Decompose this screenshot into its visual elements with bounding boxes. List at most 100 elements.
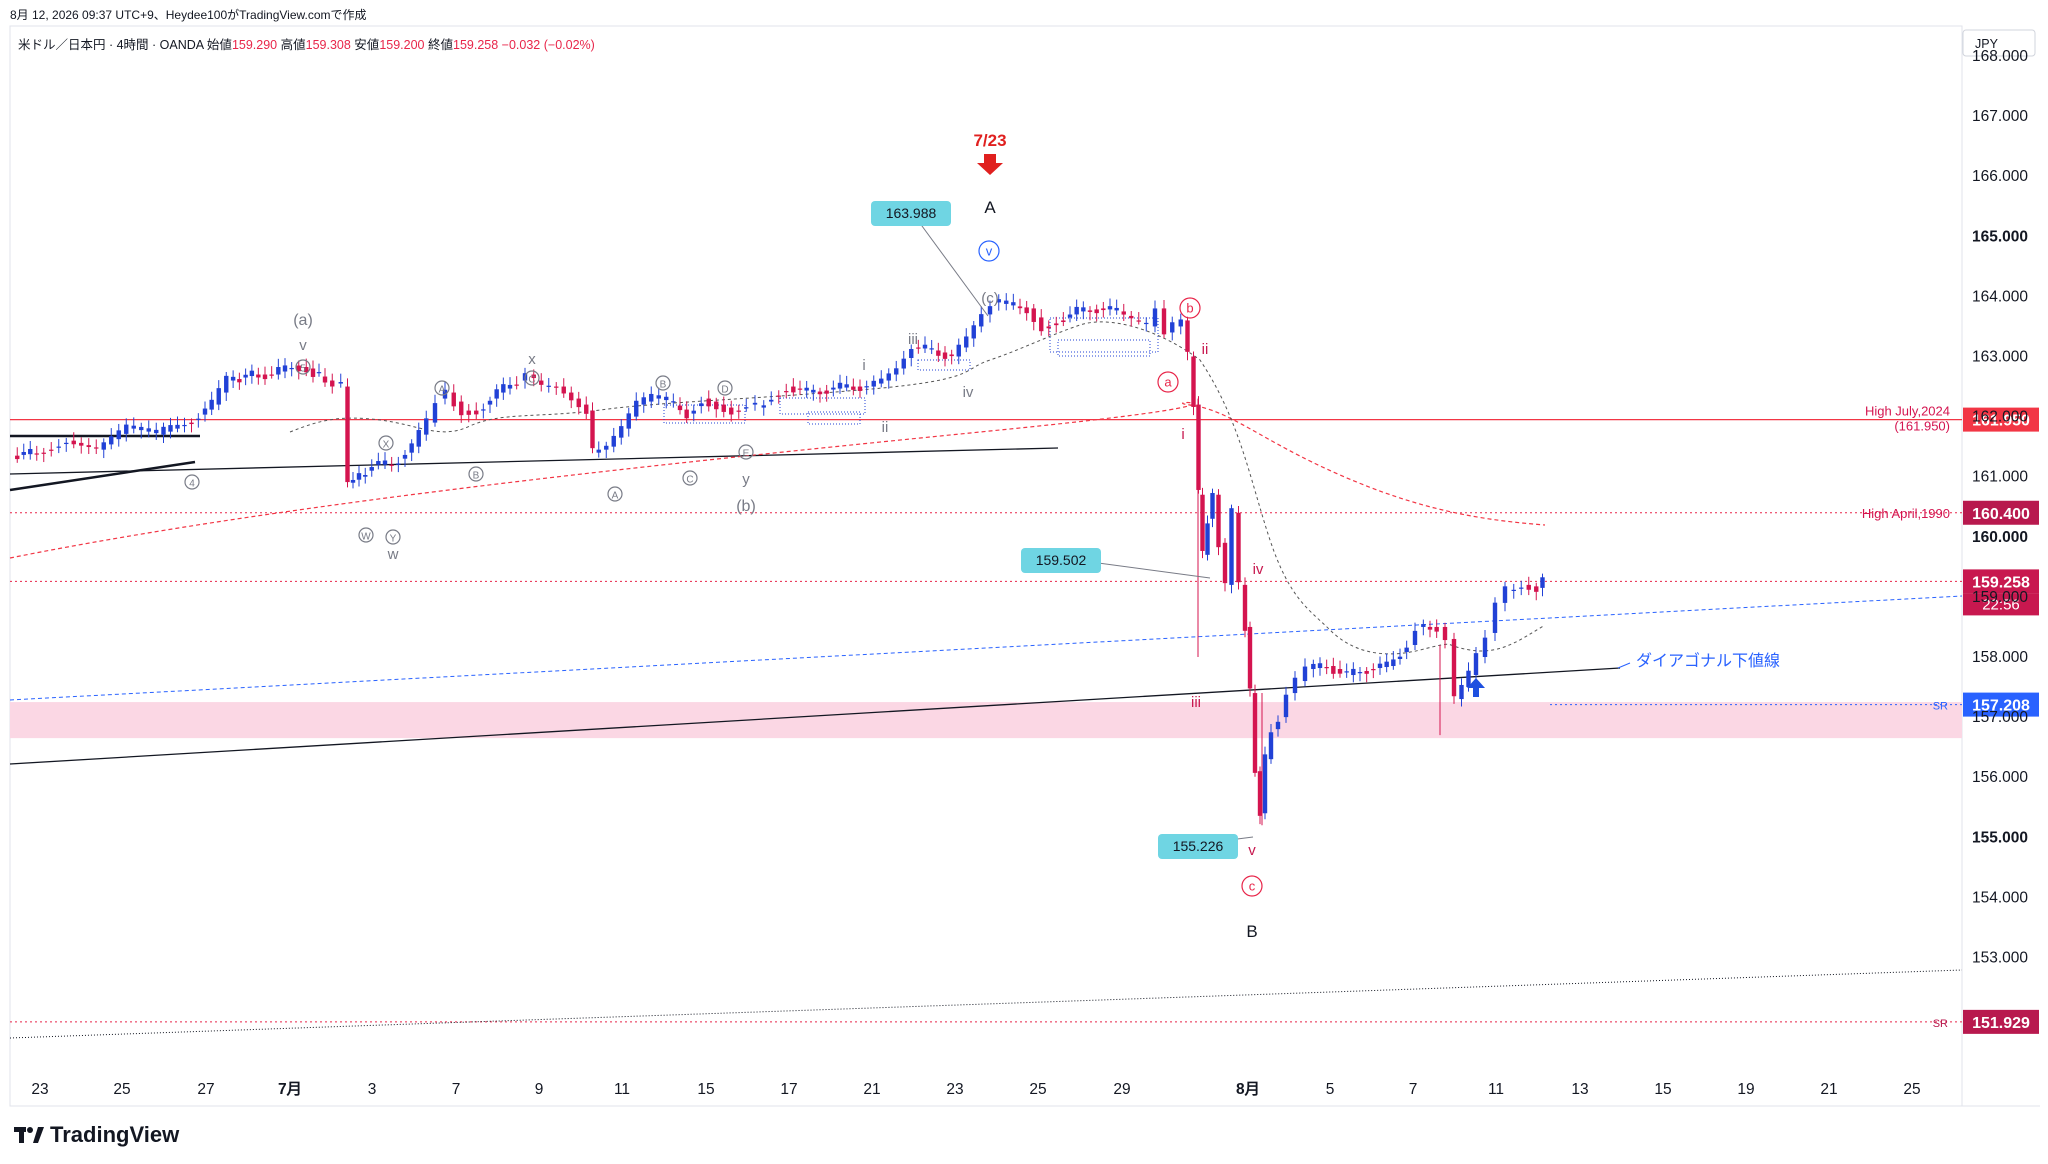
price-tag: 160.400: [1963, 500, 2039, 525]
wave-circle-W-ring: [358, 527, 374, 543]
sr-prefix: SR: [1933, 1018, 1948, 1030]
candle-body: [987, 306, 993, 315]
chart-pane-border: [9, 25, 1963, 1107]
candle-body: [1136, 320, 1141, 322]
x-tick-label: 15: [697, 1081, 714, 1098]
candle-body: [196, 418, 201, 420]
candle-body: [949, 354, 954, 357]
candle-body: [1384, 661, 1389, 668]
price-tag-bg: [1963, 692, 2039, 717]
candle-body: [1004, 300, 1009, 304]
wave-circle-B2-ring: [655, 375, 671, 391]
wave-label-gray-ii: ii: [882, 419, 889, 436]
candle-body: [584, 404, 589, 414]
candle-body: [797, 388, 803, 390]
candle-body: [979, 314, 984, 327]
callout-163988: 163.988: [871, 201, 989, 317]
candle-body: [641, 397, 646, 405]
symbol-info-bar: 米ドル／日本円 · 4時間 · OANDA 始値159.290 高値159.30…: [18, 34, 595, 53]
candle-body: [590, 410, 595, 449]
wave-circle-4-ring: [184, 474, 200, 490]
candle-body: [1283, 694, 1289, 718]
candle-body: [656, 395, 661, 399]
candle-body: [1161, 308, 1167, 335]
callout-163988-line: [910, 210, 989, 317]
wave-circle-B1-ring: [468, 466, 484, 482]
wave-circle-A1-text: A: [439, 385, 446, 396]
symbol-name[interactable]: 米ドル／日本円 · 4時間 · OANDA: [18, 38, 204, 52]
red-dashed-ma: [9, 401, 1546, 559]
candle-body: [1324, 667, 1329, 669]
x-tick-label: 11: [1488, 1081, 1504, 1098]
candle-body: [691, 410, 696, 414]
candle-body: [101, 442, 106, 450]
wave-circle-C2: C: [682, 470, 698, 486]
high-july-2024-label: High July,2024: [1865, 404, 1950, 419]
consolidation-box: [779, 397, 866, 415]
callout-155226-box: [1158, 834, 1238, 859]
wave-circle-A2-text: A: [612, 491, 619, 502]
wave-circle-5-ring: [295, 359, 311, 375]
price-tag-text: 157.208: [1972, 698, 2030, 715]
x-tick-label: 27: [197, 1081, 214, 1098]
high-april-1990-label: High April,1990: [1862, 506, 1950, 521]
candle-body: [1344, 671, 1349, 673]
event-date-label: 7/23: [973, 131, 1006, 150]
candle-body: [1074, 306, 1079, 315]
candle-body: [1094, 309, 1099, 314]
wave-circle-4-text: 4: [189, 479, 195, 490]
x-tick-label: 19: [1737, 1081, 1754, 1098]
candle-body: [1459, 684, 1464, 700]
candle-body: [487, 400, 493, 405]
candle-body: [71, 440, 76, 445]
close-value: 159.258: [453, 38, 499, 52]
candle-body: [886, 373, 891, 381]
tradingview-logo[interactable]: TradingView: [14, 1122, 179, 1148]
candle-body: [124, 424, 129, 434]
y-tick-label: 155.000: [1972, 829, 2028, 846]
price-tag: 161.950: [1963, 407, 2039, 432]
candle-body: [49, 449, 54, 451]
x-tick-label: 25: [1903, 1081, 1920, 1098]
candle-body: [1121, 311, 1126, 315]
wave-circle-5: 5: [295, 359, 311, 375]
wave-circle-E1-ring: [738, 444, 754, 460]
candle-body: [1024, 307, 1029, 314]
candle-body: [1031, 308, 1036, 322]
wave-circle-C2-ring: [682, 470, 698, 486]
candle-body: [402, 454, 408, 459]
candle-body: [942, 352, 948, 359]
wave-circle-v-text: v: [986, 244, 993, 259]
candle-body: [1451, 638, 1457, 697]
y-tick-label: 163.000: [1972, 349, 2028, 366]
candle-body: [1236, 512, 1241, 583]
candle-body: [1268, 732, 1274, 760]
consolidation-box: [1057, 339, 1151, 357]
callout-159502-box: [1021, 548, 1101, 573]
candle-body: [389, 464, 394, 466]
candle-body: [684, 409, 689, 419]
candle-body: [330, 380, 335, 387]
candle-body: [216, 388, 221, 405]
price-tag-text: 151.929: [1972, 1015, 2030, 1032]
candle-body: [1434, 626, 1439, 632]
currency-button[interactable]: [1962, 29, 2036, 57]
candle-body: [1222, 542, 1228, 584]
candle-body: [350, 479, 356, 483]
candle-body: [382, 460, 388, 465]
wave-circle-C2-text: C: [686, 475, 693, 486]
candle-body: [1526, 584, 1531, 590]
candle-body: [1404, 647, 1409, 652]
wave-label-v: v: [1248, 842, 1256, 859]
callout-159502: 159.502: [1021, 548, 1211, 579]
x-tick-label: 7: [1409, 1081, 1418, 1098]
consolidation-box: [663, 404, 746, 424]
candle-body: [761, 405, 766, 408]
candle-body: [626, 413, 631, 429]
wave-circle-W-text: W: [361, 532, 371, 543]
candle-body: [1364, 671, 1369, 674]
last-price-text: 159.258: [1972, 574, 2030, 591]
candle-body: [1502, 586, 1508, 603]
candle-body: [501, 384, 506, 393]
